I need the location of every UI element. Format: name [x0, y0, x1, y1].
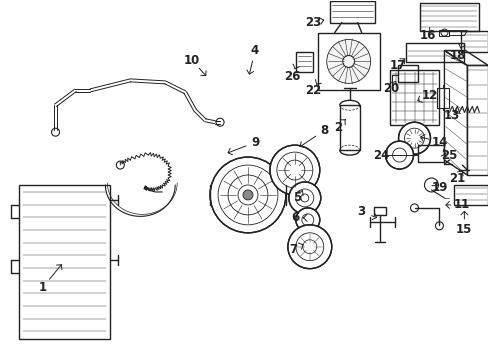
Text: 12: 12	[421, 89, 437, 102]
Text: 3: 3	[357, 205, 365, 219]
Text: 11: 11	[452, 198, 468, 211]
Bar	[373, 207, 385, 215]
Circle shape	[288, 182, 320, 214]
Text: 7: 7	[288, 243, 296, 256]
Text: 10: 10	[183, 54, 200, 67]
Circle shape	[269, 145, 319, 195]
Bar	[339, 105, 359, 150]
Circle shape	[210, 157, 285, 233]
Bar	[439, 30, 448, 36]
Text: 9: 9	[251, 136, 260, 149]
Bar	[437, 88, 448, 108]
Text: 13: 13	[443, 109, 459, 122]
Text: 8: 8	[320, 124, 328, 137]
Text: 2: 2	[333, 121, 341, 134]
Text: 5: 5	[292, 192, 300, 204]
Text: 21: 21	[448, 171, 465, 185]
Text: 4: 4	[250, 44, 259, 57]
Text: 24: 24	[373, 149, 389, 162]
Circle shape	[398, 122, 429, 154]
Text: 23: 23	[304, 16, 320, 29]
Text: 20: 20	[383, 82, 399, 95]
Circle shape	[243, 190, 252, 200]
Text: 14: 14	[430, 136, 447, 149]
Circle shape	[385, 141, 413, 169]
Text: 26: 26	[283, 70, 300, 83]
Text: 17: 17	[388, 59, 405, 72]
Circle shape	[295, 208, 319, 232]
Text: 22: 22	[304, 84, 320, 97]
Circle shape	[326, 40, 370, 84]
Text: 18: 18	[448, 49, 465, 62]
Bar	[335, 0, 343, 1]
Text: 1: 1	[39, 281, 46, 294]
Text: 15: 15	[455, 223, 471, 236]
Text: 16: 16	[418, 29, 435, 42]
Text: 19: 19	[430, 181, 447, 194]
Text: 25: 25	[440, 149, 457, 162]
Text: 6: 6	[291, 211, 299, 224]
Circle shape	[287, 225, 331, 269]
